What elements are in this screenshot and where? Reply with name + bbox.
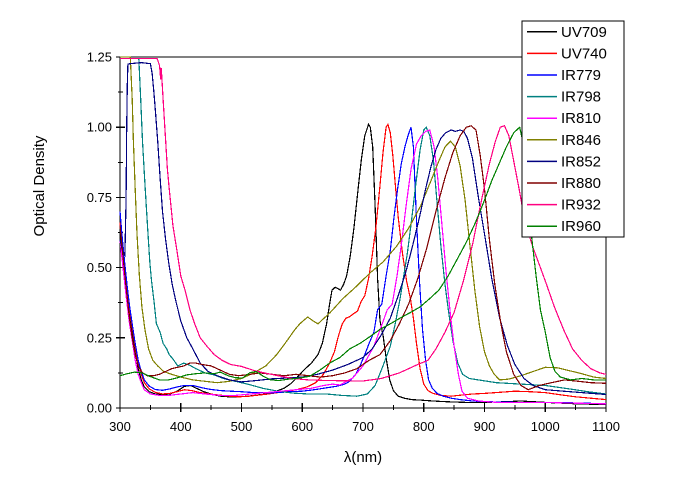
y-tick-label: 1.00 xyxy=(87,120,112,135)
series-line-IR960 xyxy=(119,126,606,382)
legend-label: IR960 xyxy=(561,218,601,235)
x-tick-label: 400 xyxy=(170,419,192,434)
legend-box xyxy=(521,20,625,238)
legend-label: IR810 xyxy=(561,110,601,127)
legend-entry-IR798: IR798 xyxy=(527,89,601,106)
legend: UV709 UV740 IR779 IR798 IR810 IR846 IR852 IR880… xyxy=(521,20,625,238)
y-tick-label: 0.00 xyxy=(87,401,112,416)
x-tick-label: 700 xyxy=(352,419,374,434)
legend-entry-IR846: IR846 xyxy=(527,132,601,149)
legend-entry-UV709: UV709 xyxy=(527,24,607,41)
axis-ticks: 300 400 500 600 700 800 900 1000 1100 0.00 0.25 0.5… xyxy=(87,50,620,435)
legend-label: IR798 xyxy=(561,89,601,106)
legend-entry-IR810: IR810 xyxy=(527,110,601,127)
x-tick-label: 1000 xyxy=(531,419,560,434)
series-line-IR846 xyxy=(120,56,607,384)
x-tick-label: 800 xyxy=(413,419,435,434)
legend-label: IR852 xyxy=(561,153,601,170)
y-tick-label: 0.75 xyxy=(87,190,112,205)
y-tick-label: 0.50 xyxy=(87,260,112,275)
series-line-IR852 xyxy=(119,61,607,396)
legend-entry-IR852: IR852 xyxy=(527,153,601,170)
legend-label: UV740 xyxy=(561,45,607,62)
legend-entry-IR932: IR932 xyxy=(527,197,601,214)
y-tick-label: 0.25 xyxy=(87,330,112,345)
x-tick-label: 300 xyxy=(109,419,131,434)
legend-label: UV709 xyxy=(561,24,607,41)
x-tick-label: 900 xyxy=(474,419,496,434)
legend-label: IR779 xyxy=(561,67,601,84)
x-tick-label: 500 xyxy=(231,419,253,434)
series-line-IR932 xyxy=(120,57,607,382)
y-tick-label: 1.25 xyxy=(87,50,112,65)
legend-label: IR880 xyxy=(561,175,601,192)
series-line-IR880 xyxy=(119,125,607,391)
legend-entry-UV740: UV740 xyxy=(527,45,607,62)
x-tick-label: 600 xyxy=(291,419,313,434)
legend-entry-IR960: IR960 xyxy=(527,218,601,235)
legend-label: IR846 xyxy=(561,132,601,149)
legend-label: IR932 xyxy=(561,197,601,214)
y-axis-title: Optical Density xyxy=(31,135,48,236)
legend-entry-IR880: IR880 xyxy=(527,175,601,192)
x-axis-title: λ(nm) xyxy=(344,449,382,466)
series-curves xyxy=(119,56,607,406)
series-line-IR810 xyxy=(119,129,607,405)
x-tick-label: 1100 xyxy=(592,419,620,434)
legend-entry-IR779: IR779 xyxy=(527,67,601,84)
